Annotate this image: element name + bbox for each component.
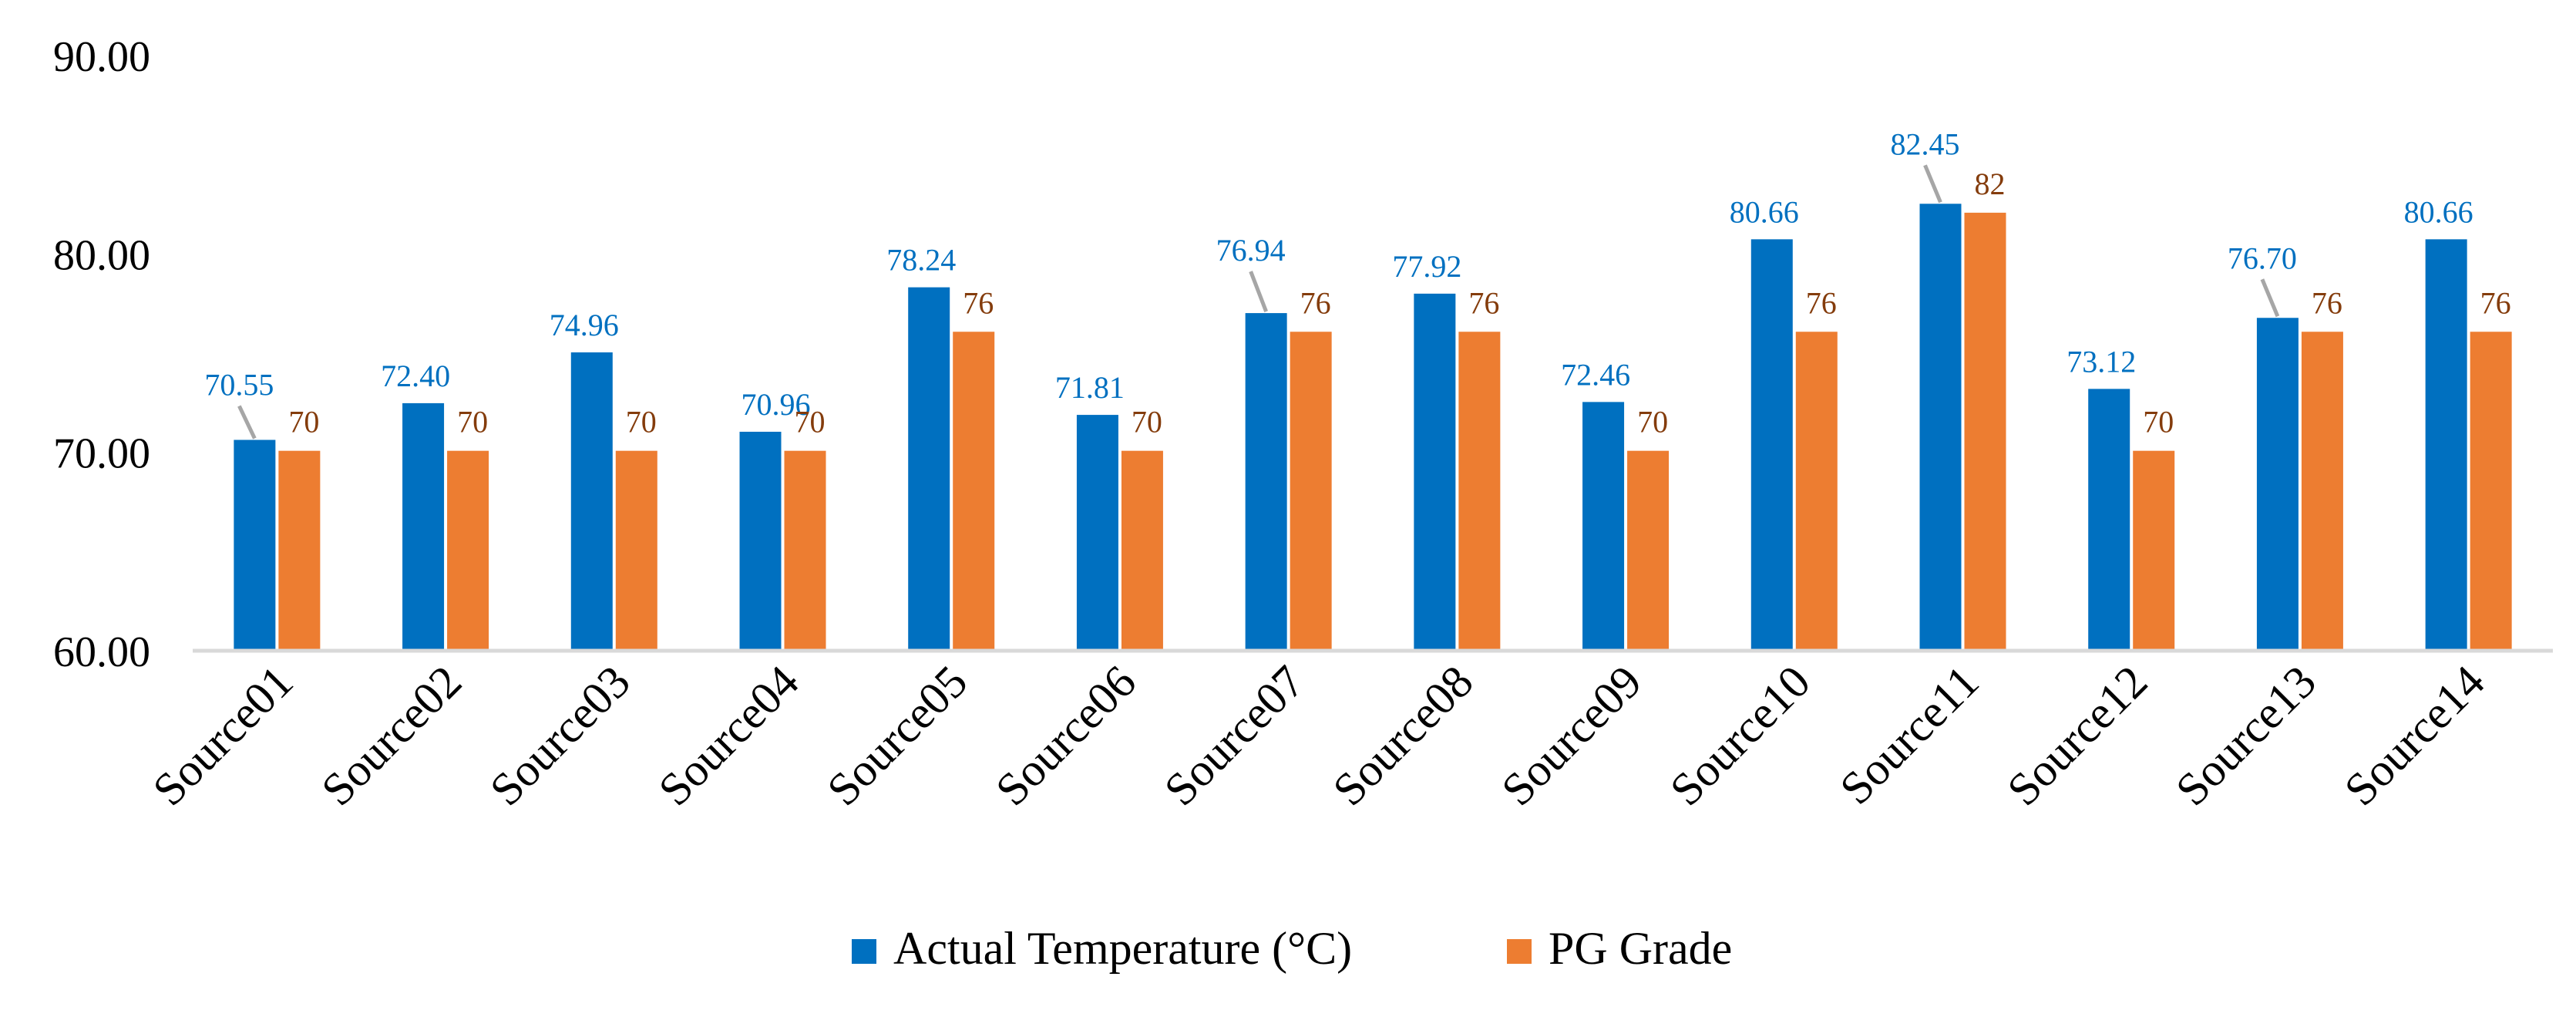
bar-actual-temperature [908,287,950,649]
bar-actual-temperature [1750,239,1793,649]
x-tick-label: Source07 [1155,656,1314,816]
data-label-pg-grade: 70 [288,405,319,439]
data-label-pg-grade: 76 [1806,285,1837,320]
y-tick-label: 70.00 [53,430,150,478]
data-label-actual-temperature: 74.96 [550,308,619,342]
y-tick-label: 60.00 [53,628,150,676]
bar-actual-temperature [1245,313,1287,649]
y-tick-label: 90.00 [53,33,150,81]
data-label-pg-grade: 76 [2480,285,2511,320]
x-tick-label: Source10 [1660,656,1820,816]
bar-actual-temperature [1919,204,1962,650]
leader-line [1249,271,1268,312]
x-tick-label: Source08 [1323,656,1483,816]
data-label-pg-grade: 70 [795,405,826,439]
bars [234,204,2512,650]
bar-pg-grade [784,450,826,649]
bar-pg-grade [2133,450,2175,649]
data-label-pg-grade: 76 [1468,285,1499,320]
x-tick-label: Source04 [649,656,809,816]
data-label-pg-grade: 76 [1300,285,1331,320]
leader-line [1923,164,1942,204]
data-label-pg-grade: 82 [1975,167,2006,201]
bar-actual-temperature [570,352,613,649]
data-label-pg-grade: 70 [1132,405,1162,439]
data-label-actual-temperature: 77.92 [1392,249,1461,284]
bar-pg-grade [1121,450,1163,649]
bar-actual-temperature [2256,318,2299,649]
x-tick-label: Source06 [986,656,1145,816]
data-label-actual-temperature: 72.46 [1561,357,1630,392]
data-label-actual-temperature: 80.66 [2404,194,2473,229]
legend-swatch [1507,939,1532,964]
bar-actual-temperature [402,402,445,649]
x-tick-label: Source03 [480,656,640,816]
bar-pg-grade [615,450,657,649]
y-axis-tick-labels: 60.00 70.00 80.00 90.00 [53,33,150,676]
data-label-actual-temperature: 76.70 [2228,241,2297,275]
bar-pg-grade [1458,332,1501,649]
x-tick-label: Source02 [311,656,471,816]
data-label-pg-grade: 70 [1637,405,1668,439]
y-tick-label: 80.00 [53,231,150,279]
data-label-actual-temperature: 76.94 [1216,233,1286,268]
bar-actual-temperature [1076,415,1118,649]
x-axis-tick-labels: Source01 Source02 Source03 Source04 Source05… [143,656,2494,816]
data-label-pg-grade: 76 [2312,285,2342,320]
data-label-pg-grade: 70 [2143,405,2174,439]
bar-pg-grade [1290,332,1332,649]
data-label-actual-temperature: 72.40 [381,359,450,393]
data-label-actual-temperature: 80.66 [1730,194,1799,229]
bar-pg-grade [1795,332,1838,649]
bar-actual-temperature [2425,239,2467,649]
data-label-actual-temperature: 70.96 [742,387,811,422]
x-tick-label: Source14 [2335,656,2494,816]
data-label-pg-grade: 76 [963,285,994,320]
bar-actual-temperature [739,431,782,649]
bar-pg-grade [1964,212,2006,649]
data-label-pg-grade: 70 [626,405,657,439]
legend-item-pg-grade: PG Grade [1507,923,1732,974]
x-tick-label: Source05 [817,656,977,816]
data-label-actual-temperature: 82.45 [1891,126,1960,161]
leader-lines [237,164,2280,439]
bar-actual-temperature [1582,402,1625,649]
bar-pg-grade [953,332,995,649]
data-label-actual-temperature: 78.24 [886,243,956,278]
x-tick-label: Source12 [1997,656,2157,816]
legend-label: Actual Temperature (°C) [893,923,1352,974]
legend-label: PG Grade [1549,923,1732,974]
data-label-actual-temperature: 73.12 [2067,344,2136,379]
data-label-actual-temperature: 70.55 [204,368,274,402]
bar-pg-grade [2301,332,2343,649]
leader-line [237,405,257,439]
bar-actual-temperature [234,439,276,649]
legend-swatch [852,939,876,964]
x-tick-label: Source13 [2166,656,2325,816]
leader-line [2260,278,2280,318]
x-tick-label: Source11 [1830,656,1988,814]
bar-pg-grade [447,450,489,649]
bar-pg-grade [1627,450,1670,649]
data-labels: 70.557072.407074.967070.967078.247671.81… [204,126,2510,439]
bar-actual-temperature [2088,389,2130,649]
legend-item-actual-temperature: Actual Temperature (°C) [852,923,1352,974]
bar-pg-grade [278,450,321,649]
bar-pg-grade [2470,332,2512,649]
data-label-pg-grade: 70 [457,405,488,439]
legend: Actual Temperature (°C) PG Grade [852,923,1732,974]
bar-actual-temperature [1414,293,1456,649]
data-label-actual-temperature: 71.81 [1055,370,1125,405]
x-tick-label: Source09 [1491,656,1651,816]
x-tick-label: Source01 [143,656,303,816]
